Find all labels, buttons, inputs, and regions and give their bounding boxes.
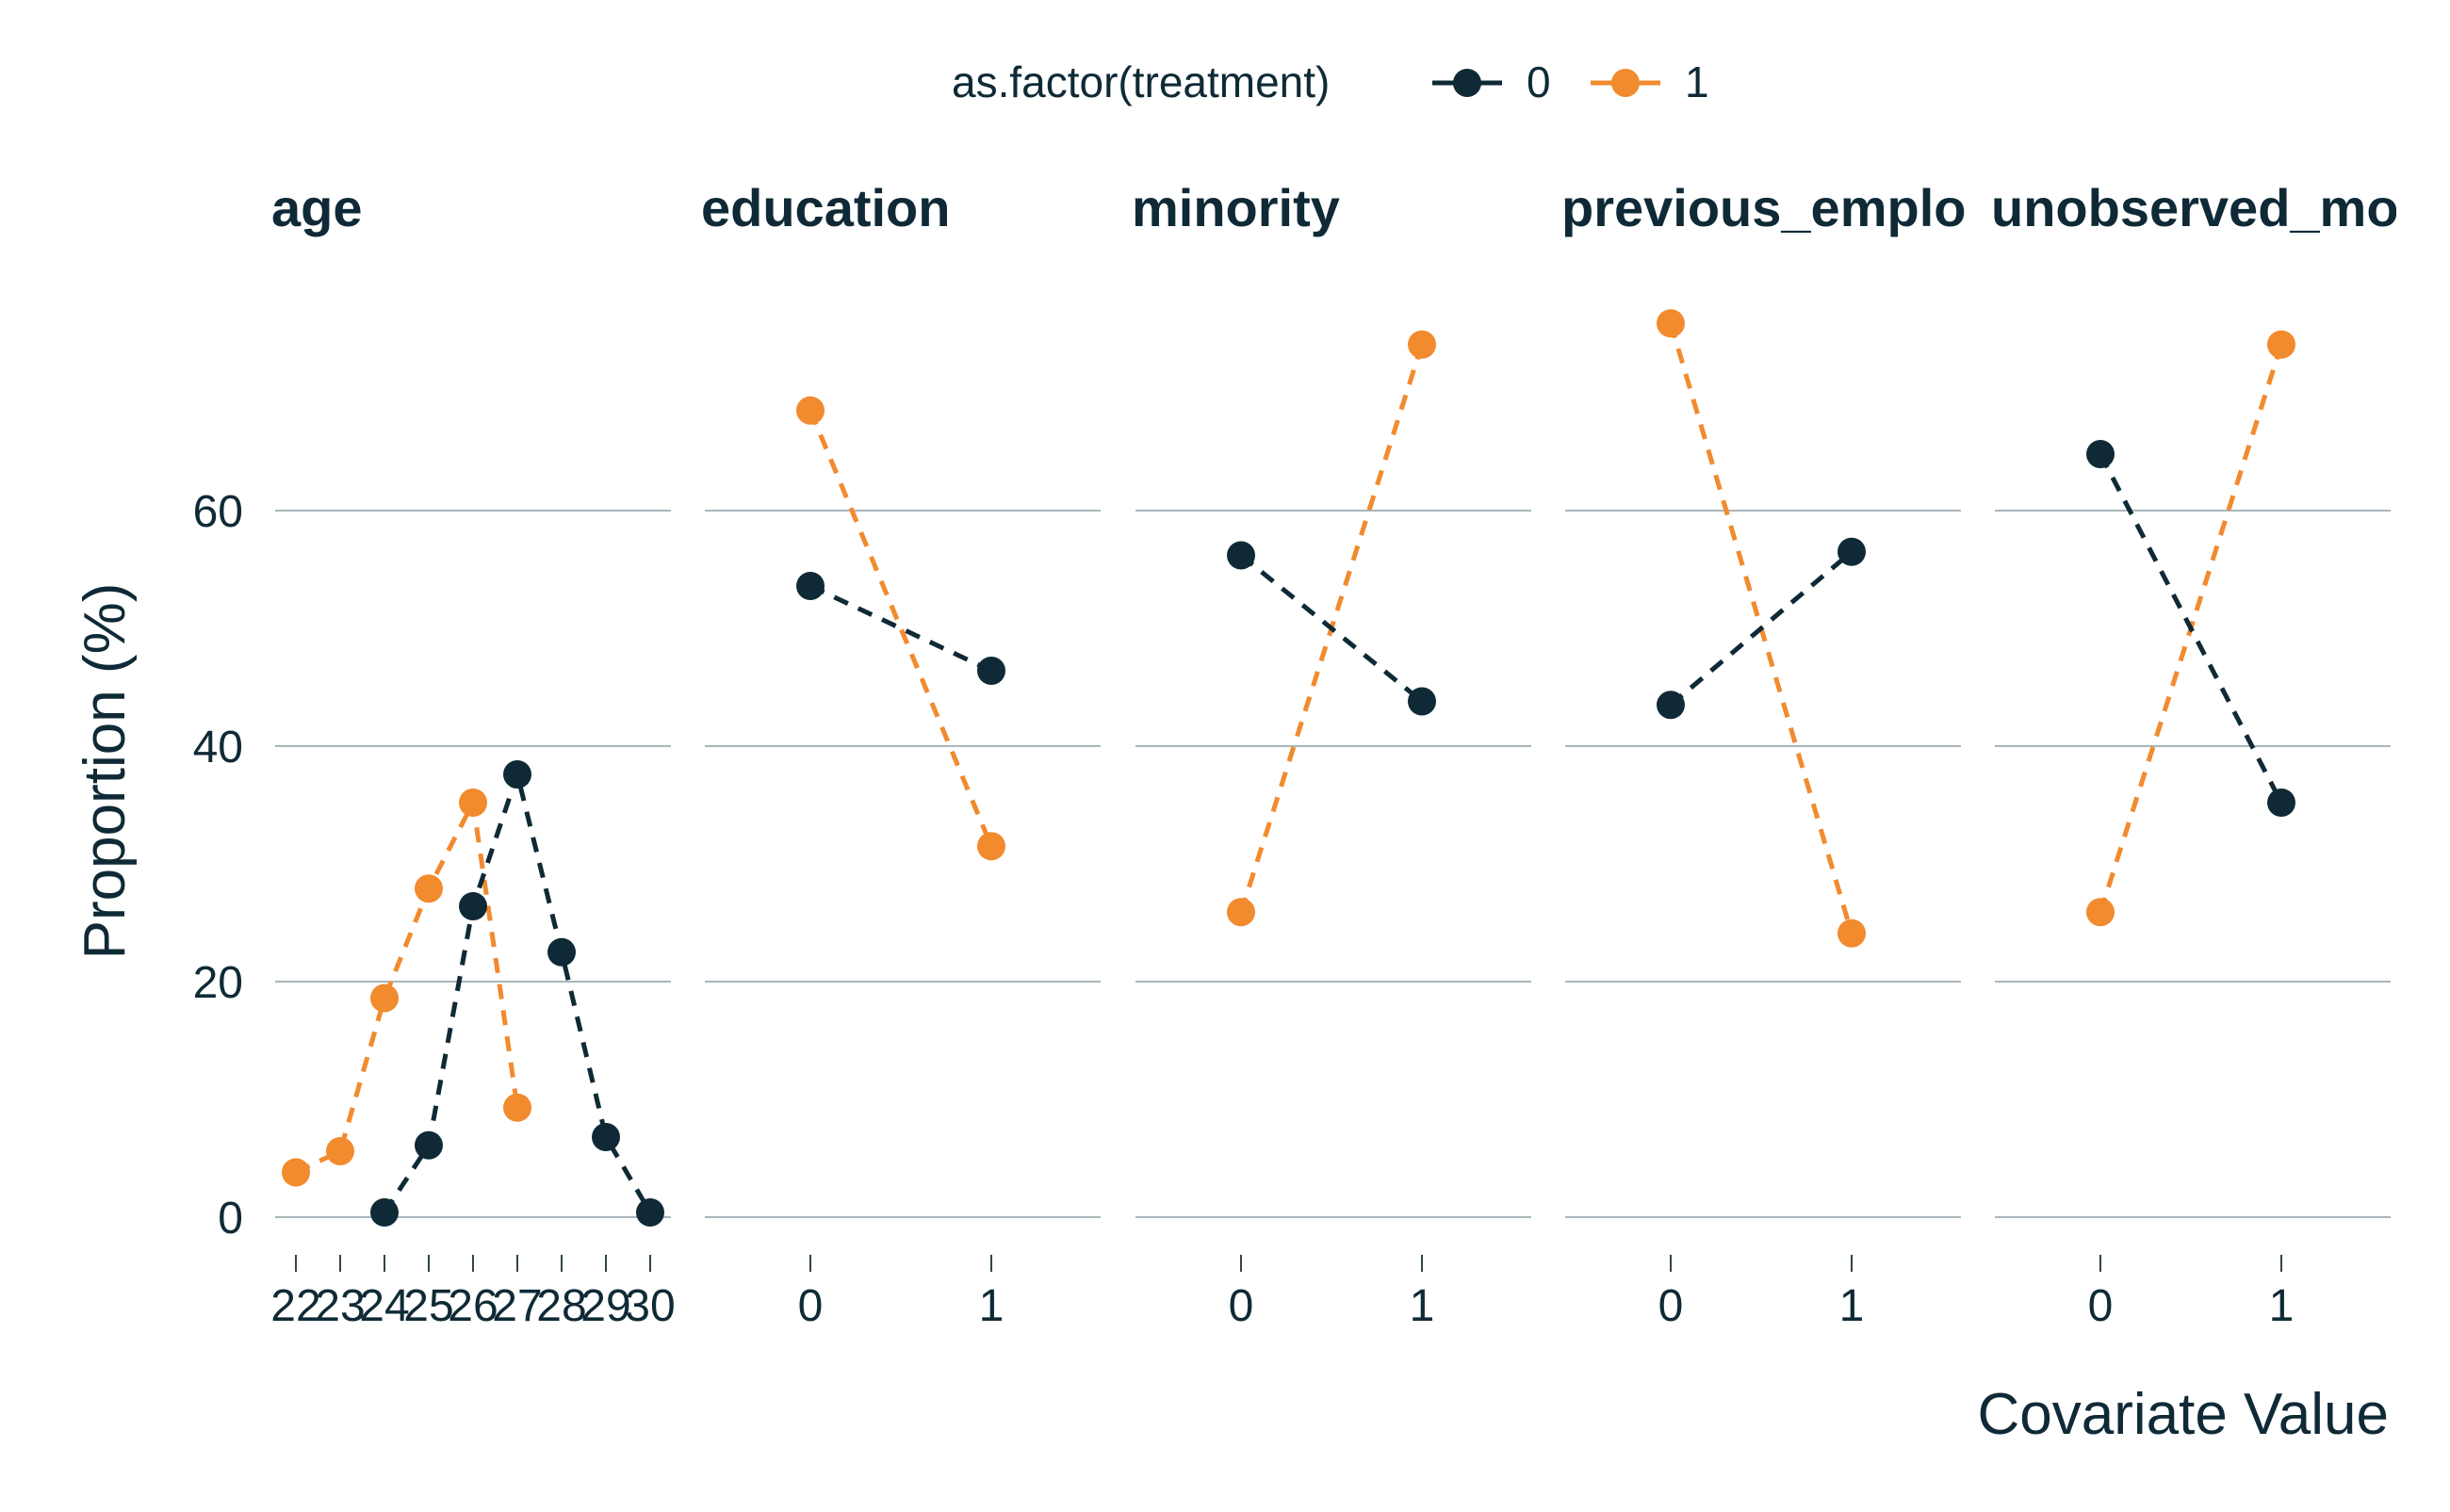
y-tick-label: 20 xyxy=(193,958,243,1008)
facet-panel-minority: minority 0 1 xyxy=(1132,178,1531,1331)
facet-panel-education: education 0 1 xyxy=(701,178,1101,1331)
series-1 xyxy=(796,396,1005,861)
x-tick-label: 0 xyxy=(1658,1281,1684,1331)
data-point xyxy=(1408,687,1436,716)
data-point xyxy=(1657,691,1685,720)
x-tick-label: 24 xyxy=(359,1281,409,1331)
x-axis-label: Covariate Value xyxy=(1977,1382,2389,1447)
data-point xyxy=(592,1123,620,1151)
x-tick-label: 0 xyxy=(798,1281,824,1331)
data-point xyxy=(1657,309,1685,338)
x-tick-label: 30 xyxy=(625,1281,675,1331)
legend-key-dot xyxy=(1453,69,1481,97)
data-point xyxy=(370,1198,399,1227)
facet-title: unobserved_mo xyxy=(1991,178,2399,237)
x-tick-label: 28 xyxy=(536,1281,586,1331)
x-tick-label: 0 xyxy=(1229,1281,1254,1331)
series-line xyxy=(808,583,993,674)
series-0 xyxy=(796,572,1005,685)
facet-panel-previous_emplo: previous_emplo 0 1 xyxy=(1561,178,1966,1331)
data-point xyxy=(977,832,1005,861)
data-point xyxy=(1227,898,1255,927)
legend-item-0: 0 xyxy=(1432,57,1551,106)
legend-key-dot xyxy=(1611,69,1640,97)
legend-item-1: 1 xyxy=(1591,57,1709,106)
data-point xyxy=(415,1130,443,1160)
series-line xyxy=(2098,452,2284,805)
series-line xyxy=(1239,553,1424,704)
series-0 xyxy=(1227,541,1436,716)
y-axis-label: Proportion (%) xyxy=(73,583,138,960)
data-point xyxy=(1227,541,1255,570)
x-tick-label: 23 xyxy=(315,1281,365,1331)
data-point xyxy=(2267,789,2295,817)
legend-title: as.factor(treatment) xyxy=(952,57,1330,106)
data-point xyxy=(459,789,487,817)
legend-label: 1 xyxy=(1685,57,1709,106)
x-tick-label: 1 xyxy=(1410,1281,1435,1331)
data-point xyxy=(326,1137,354,1165)
data-point xyxy=(503,760,531,789)
data-point xyxy=(977,657,1005,685)
x-tick-label: 0 xyxy=(2088,1281,2114,1331)
series-line xyxy=(1669,549,1854,707)
y-tick-label: 60 xyxy=(193,487,243,537)
x-tick-label: 22 xyxy=(270,1281,320,1331)
facet-title: minority xyxy=(1132,178,1340,237)
series-0 xyxy=(2086,440,2295,817)
data-point xyxy=(459,892,487,920)
series-line xyxy=(808,409,994,848)
x-tick-label: 25 xyxy=(403,1281,453,1331)
data-point xyxy=(2086,898,2115,927)
x-tick-label: 27 xyxy=(492,1281,542,1331)
data-point xyxy=(282,1158,310,1187)
data-point xyxy=(2086,440,2115,468)
y-tick-label: 0 xyxy=(218,1194,243,1244)
data-point xyxy=(503,1093,531,1122)
facet-title: previous_emplo xyxy=(1561,178,1966,237)
legend-label: 0 xyxy=(1527,57,1551,106)
x-tick-label: 1 xyxy=(2269,1281,2295,1331)
data-point xyxy=(547,937,576,967)
series-0 xyxy=(1657,537,1866,720)
y-axis: 0 20 40 60 xyxy=(193,487,243,1244)
data-point xyxy=(370,984,399,1013)
data-point xyxy=(796,572,825,600)
facet-title: education xyxy=(701,178,950,237)
facet-title: age xyxy=(271,178,363,237)
data-point xyxy=(1408,330,1436,359)
series-1 xyxy=(282,789,531,1187)
series-line xyxy=(294,794,520,1175)
x-tick-label: 29 xyxy=(580,1281,630,1331)
data-point xyxy=(796,396,825,425)
y-tick-label: 40 xyxy=(193,723,243,772)
data-point xyxy=(2267,330,2295,359)
facet-panel-unobserved_mo: unobserved_mo 0 1 xyxy=(1991,178,2399,1331)
data-point xyxy=(1838,537,1866,566)
data-point xyxy=(636,1198,664,1227)
series-0 xyxy=(370,760,664,1227)
legend: as.factor(treatment) 0 1 xyxy=(952,57,1709,106)
x-tick-label: 1 xyxy=(979,1281,1004,1331)
data-point xyxy=(1838,919,1866,948)
x-tick-label: 26 xyxy=(448,1281,498,1331)
data-point xyxy=(415,874,443,903)
x-tick-label: 1 xyxy=(1839,1281,1865,1331)
